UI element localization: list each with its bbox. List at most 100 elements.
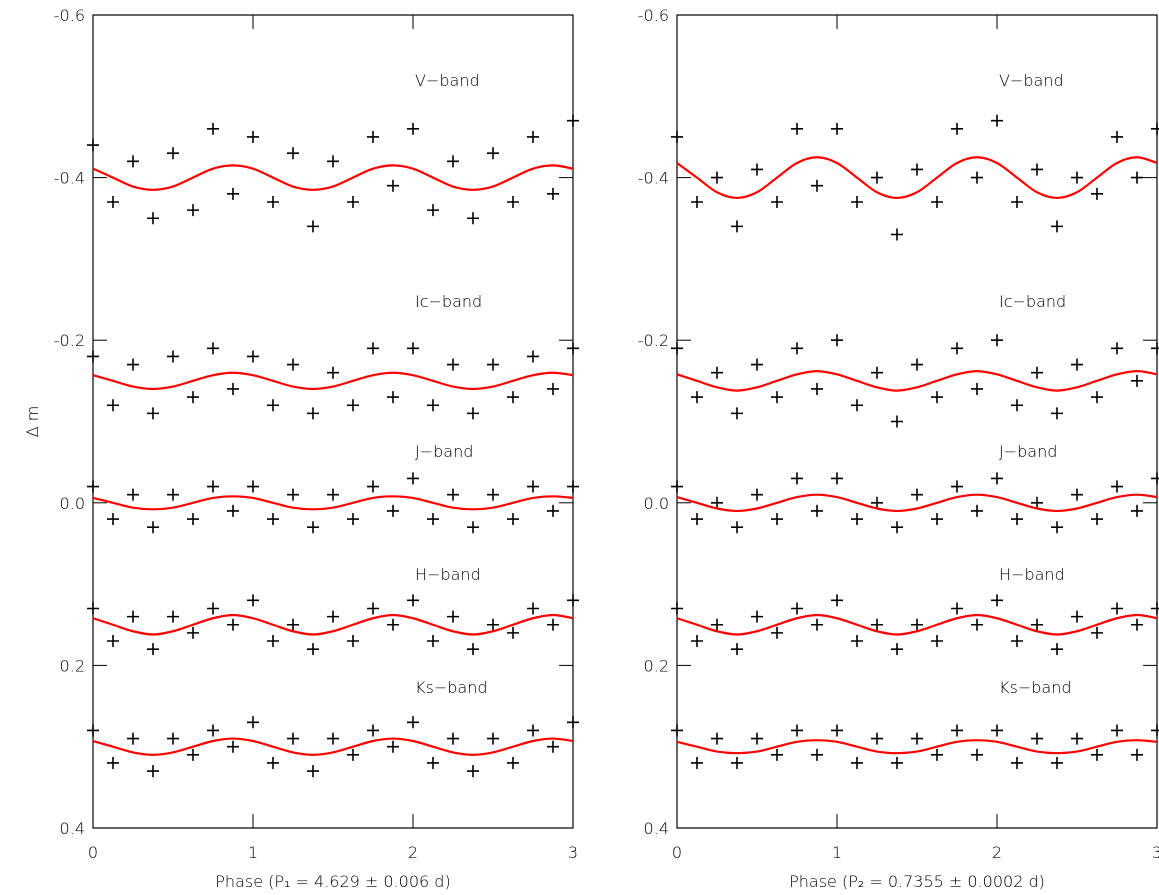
data-point	[267, 635, 279, 648]
data-point	[1011, 513, 1023, 526]
y-tick-label: 0.0	[644, 494, 669, 513]
data-point	[447, 358, 459, 371]
data-point	[87, 350, 99, 363]
data-point	[127, 488, 139, 501]
data-point	[327, 732, 339, 745]
data-point	[267, 399, 279, 412]
data-point	[167, 610, 179, 623]
data-point	[487, 618, 499, 631]
data-point	[971, 748, 983, 761]
data-point	[127, 732, 139, 745]
data-point	[287, 618, 299, 631]
y-tick-label: 0.4	[644, 819, 669, 838]
data-point	[107, 195, 119, 208]
data-point	[811, 748, 823, 761]
y-tick-label: -0.4	[54, 169, 85, 188]
data-point	[791, 122, 803, 135]
data-point	[387, 504, 399, 517]
data-point	[1011, 756, 1023, 769]
data-point	[1011, 635, 1023, 648]
data-point	[791, 602, 803, 615]
x-tick-label: 0	[672, 843, 682, 862]
data-point	[871, 496, 883, 509]
data-point	[507, 756, 519, 769]
band-label: Ks−band	[415, 678, 488, 697]
data-point	[167, 488, 179, 501]
data-point	[771, 748, 783, 761]
data-point	[771, 513, 783, 526]
data-point	[1131, 504, 1143, 517]
x-tick-label: 2	[408, 843, 418, 862]
data-point	[991, 334, 1003, 347]
data-point	[207, 122, 219, 135]
data-point	[691, 756, 703, 769]
data-point	[1031, 618, 1043, 631]
data-point	[447, 610, 459, 623]
data-point	[107, 513, 119, 526]
data-point	[107, 399, 119, 412]
data-point	[771, 391, 783, 404]
data-point	[751, 163, 763, 176]
data-point	[367, 602, 379, 615]
data-point	[891, 643, 903, 656]
plot-frame	[676, 14, 1158, 829]
band-label: H−band	[415, 565, 481, 584]
data-point	[227, 740, 239, 753]
data-point	[1111, 602, 1123, 615]
band-label: V−band	[415, 71, 480, 90]
data-point	[187, 513, 199, 526]
data-point	[831, 334, 843, 347]
data-point	[347, 513, 359, 526]
data-point	[811, 618, 823, 631]
data-point	[891, 756, 903, 769]
data-point	[527, 480, 539, 493]
data-point	[87, 480, 99, 493]
data-point	[1151, 602, 1159, 615]
data-point	[851, 399, 863, 412]
data-point	[971, 171, 983, 184]
data-point	[891, 521, 903, 534]
data-point	[931, 391, 943, 404]
data-point	[1091, 748, 1103, 761]
data-point	[327, 488, 339, 501]
data-point	[307, 220, 319, 233]
data-point	[407, 122, 419, 135]
data-point	[1151, 472, 1159, 485]
data-point	[227, 618, 239, 631]
data-point	[1131, 171, 1143, 184]
data-point	[711, 496, 723, 509]
data-point	[951, 480, 963, 493]
data-point	[407, 716, 419, 729]
data-point	[1051, 220, 1063, 233]
data-point	[187, 626, 199, 639]
fit-curve	[676, 156, 1158, 200]
data-point	[267, 195, 279, 208]
data-point	[247, 130, 259, 143]
data-point	[207, 342, 219, 355]
data-point	[691, 635, 703, 648]
y-tick-label: 0.2	[60, 656, 85, 675]
data-point	[791, 724, 803, 737]
data-point	[427, 756, 439, 769]
data-point	[751, 732, 763, 745]
data-point	[567, 716, 579, 729]
data-point	[247, 480, 259, 493]
data-point	[567, 114, 579, 127]
data-point	[731, 521, 743, 534]
data-point	[671, 480, 683, 493]
data-point	[547, 382, 559, 395]
fit-curve	[92, 737, 574, 756]
data-point	[227, 187, 239, 200]
x-tick-label: 3	[568, 843, 578, 862]
x-tick-label: 0	[88, 843, 98, 862]
data-point	[731, 407, 743, 420]
data-point	[991, 724, 1003, 737]
data-point	[991, 594, 1003, 607]
data-point	[407, 342, 419, 355]
data-point	[467, 765, 479, 778]
data-point	[751, 358, 763, 371]
data-point	[307, 407, 319, 420]
data-point	[691, 513, 703, 526]
data-point	[307, 643, 319, 656]
